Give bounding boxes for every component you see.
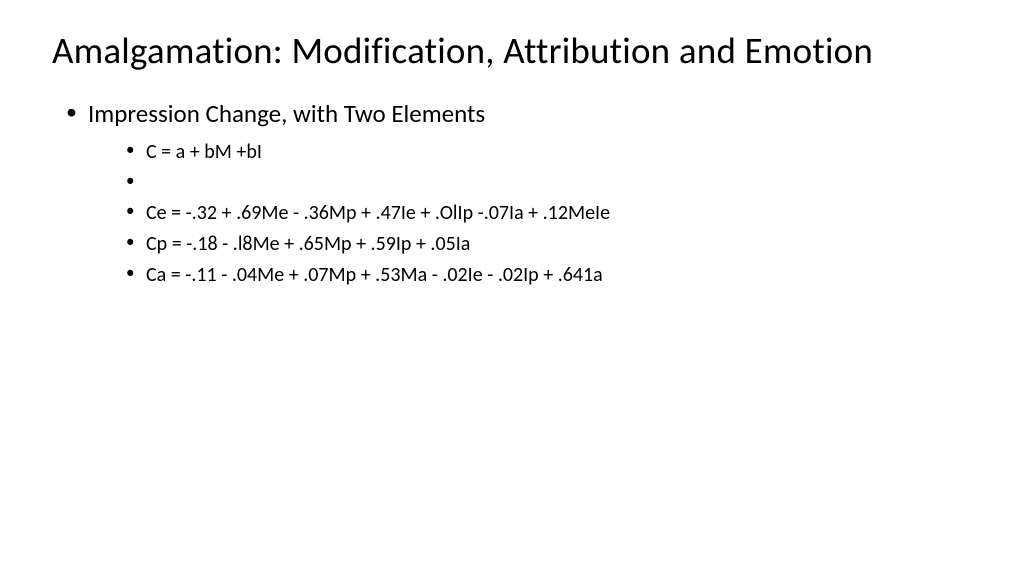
bullet-list-level1: Impression Change, with Two Elements C =…: [52, 98, 972, 291]
spacer-row: [126, 168, 972, 198]
slide-title: Amalgamation: Modification, Attribution …: [52, 28, 972, 74]
bullet-text: Impression Change, with Two Elements: [88, 98, 485, 129]
equation-ca: Ca = -.11 - .04Me + .07Mp + .53Ma - .02I…: [126, 260, 972, 291]
equation-c: C = a + bM +bI: [126, 137, 972, 168]
equation-cp: Cp = -.18 - .l8Me + .65Mp + .59Ip + .05I…: [126, 229, 972, 260]
bullet-item-impression: Impression Change, with Two Elements C =…: [66, 98, 972, 291]
equation-ce: Ce = -.32 + .69Me - .36Mp + .47Ie + .OlI…: [126, 198, 972, 229]
bullet-list-level2: C = a + bM +bI Ce = -.32 + .69Me - .36Mp…: [88, 137, 972, 291]
